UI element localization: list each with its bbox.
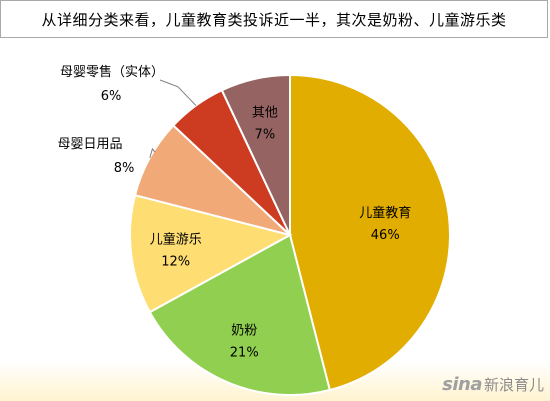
chart-title-box: 从详细分类来看，儿童教育类投诉近一半，其次是奶粉、儿童游乐类 (0, 0, 548, 38)
slice-value-label: 12% (161, 254, 190, 269)
slice-label: 儿童教育 (359, 205, 411, 221)
pie-slice (129, 193, 293, 314)
leader-line (149, 147, 156, 159)
slice-label: 儿童游乐 (150, 231, 202, 247)
pie-slice (289, 73, 451, 392)
slice-value-label: 7% (255, 128, 276, 143)
watermark: sina 新浪育儿 (442, 374, 544, 395)
slice-label: 奶粉 (231, 324, 257, 339)
slice-value-label: 21% (230, 346, 259, 361)
watermark-text: 新浪育儿 (483, 376, 544, 394)
slice-label: 母婴零售（实体） (60, 64, 164, 80)
slice-value-label: 46% (371, 228, 400, 243)
chart-title: 从详细分类来看，儿童教育类投诉近一半，其次是奶粉、儿童游乐类 (41, 10, 507, 29)
slice-label: 母婴日用品 (57, 137, 122, 152)
slice-value-label: 8% (114, 161, 135, 176)
pie-slice (220, 73, 291, 236)
slice-value-label: 6% (101, 89, 122, 104)
pie-slice (148, 233, 332, 396)
slice-label: 其他 (252, 106, 278, 121)
leader-line (159, 79, 197, 106)
sina-logo: sina (442, 374, 482, 395)
